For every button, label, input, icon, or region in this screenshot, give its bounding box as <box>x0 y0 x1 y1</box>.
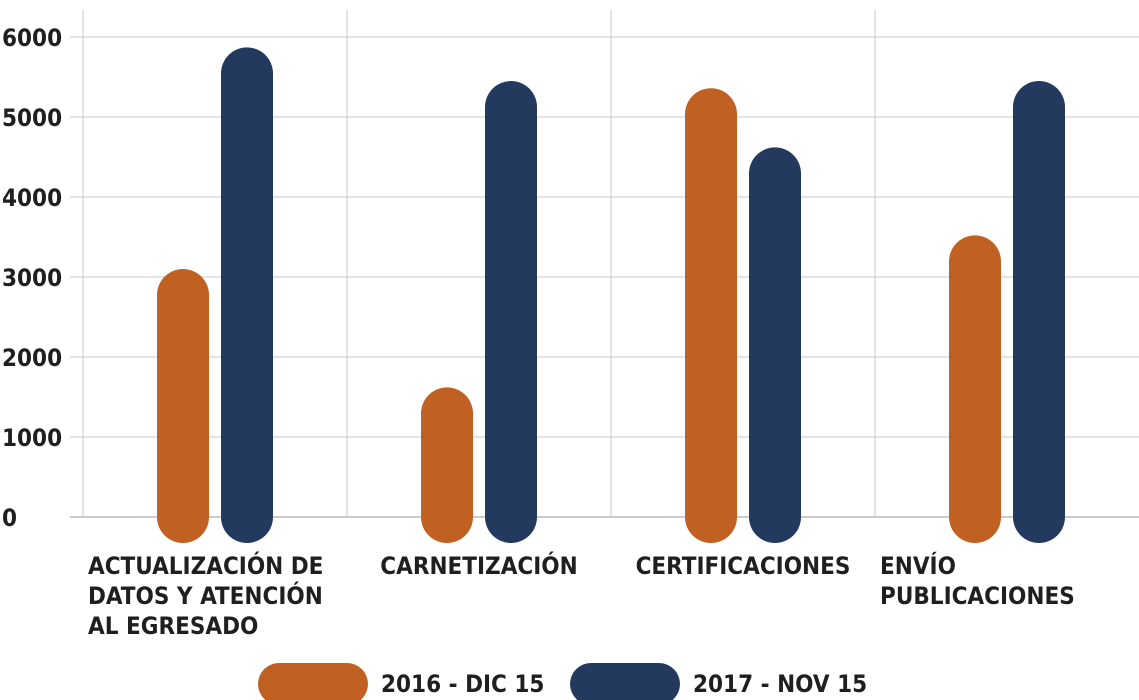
bar <box>685 88 737 543</box>
x-tick-label: ENVÍO PUBLICACIONES <box>880 551 1075 610</box>
legend-swatch <box>258 663 368 700</box>
bar <box>485 81 537 543</box>
x-tick-label: CARNETIZACIÓN <box>380 550 577 580</box>
bar <box>221 47 273 544</box>
x-tick-label: CERTIFICACIONES <box>636 552 851 580</box>
y-tick-label: 1000 <box>2 424 62 452</box>
x-tick-label-line: DATOS Y ATENCIÓN <box>88 580 323 610</box>
y-tick-label: 2000 <box>2 344 62 372</box>
bar <box>749 147 801 543</box>
x-tick-label-line: ACTUALIZACIÓN DE <box>88 550 323 580</box>
x-tick-label: ACTUALIZACIÓN DE DATOS Y ATENCIÓN AL EGRES… <box>88 550 323 640</box>
x-tick-label-line: ENVÍO <box>880 551 956 580</box>
bar <box>421 387 473 543</box>
x-tick-label-line: AL EGRESADO <box>88 612 258 640</box>
y-tick-label: 6000 <box>2 24 62 52</box>
y-tick-label: 4000 <box>2 184 62 212</box>
y-tick-label: 3000 <box>2 264 62 292</box>
legend-swatch <box>570 663 680 700</box>
legend-label: 2016 - DIC 15 <box>381 670 544 698</box>
y-tick-label: 5000 <box>2 104 62 132</box>
bar <box>949 235 1001 543</box>
legend-label: 2017 - NOV 15 <box>693 670 867 698</box>
bar <box>157 269 209 543</box>
bar <box>1013 81 1065 543</box>
y-tick-label: 0 <box>2 504 17 532</box>
x-tick-label-line: PUBLICACIONES <box>880 582 1075 610</box>
